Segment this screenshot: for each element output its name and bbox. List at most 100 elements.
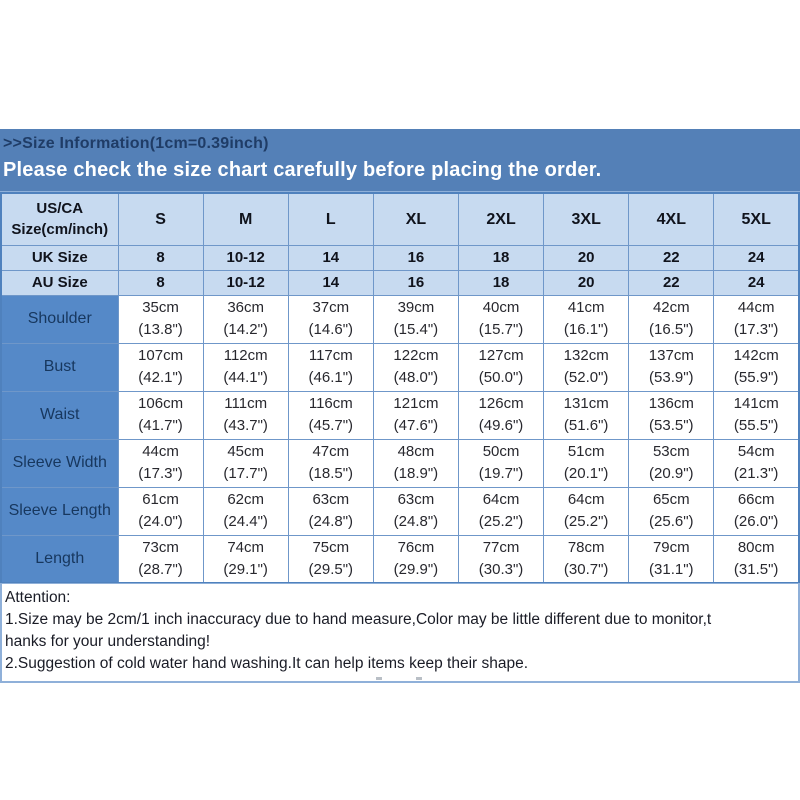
measurement-row: Bust 107cm (42.1") 112cm (44.1") 117cm (46.1")… [0,342,800,392]
measurement-value-cell: 47cm (18.5") [287,438,374,488]
value-inch: (18.5") [308,465,354,482]
value-inch: (43.7") [223,417,268,434]
value-inch: (21.3") [733,465,779,482]
scan-artifact [376,677,382,680]
measurement-label-cell: Bust [0,342,119,392]
measurement-value-cell: 116cm (45.7") [287,390,374,440]
value-cm: 77cm [482,538,520,556]
size-header-cell: XL [372,192,460,246]
value-inch: (20.1") [563,465,609,482]
value-cm: 127cm [478,347,524,364]
measurement-label-cell: Length [0,534,119,584]
measurement-value-cell: 75cm (29.5") [287,534,374,584]
region-size-value-cell: 20 [543,269,630,296]
size-header-cell: L [287,192,374,246]
value-inch: (18.9") [393,465,439,482]
attention-heading: Attention: [5,589,71,606]
value-inch: (24.8") [308,513,354,530]
attention-line: hanks for your understanding! [5,633,211,650]
value-cm: 48cm [397,443,435,460]
measurement-value-cell: 54cm (21.3") [713,438,800,488]
measurement-value-cell: 62cm (24.4") [202,486,289,536]
measurement-label-cell: Shoulder [0,294,119,344]
measurement-value-cell: 73cm (28.7") [117,534,204,584]
value-inch: (17.7") [223,465,268,482]
measurement-value-cell: 41cm (16.1") [543,294,630,344]
measurement-value-cell: 36cm (14.2") [202,294,289,344]
measurement-value-cell: 122cm (48.0") [372,342,460,392]
value-cm: 80cm [737,538,775,556]
value-cm: 50cm [482,443,520,460]
measurement-value-cell: 77cm (30.3") [457,534,545,584]
region-size-value-cell: 18 [457,244,545,271]
size-chart-table: US/CA Size(cm/inch) S M L XL 2XL 3XL 4XL 5XL UK S… [0,192,800,584]
size-header-cell: S [117,192,204,246]
measurement-value-cell: 42cm (16.5") [628,294,715,344]
measurement-row: Sleeve Length 61cm (24.0") 62cm (24.4") 63cm (… [0,486,800,536]
value-cm: 79cm [652,538,690,556]
value-cm: 44cm [737,299,775,316]
measurement-label-cell: Waist [0,390,119,440]
measurement-value-cell: 65cm (25.6") [628,486,715,536]
value-cm: 141cm [733,395,779,412]
value-cm: 111cm [224,395,268,412]
region-label-cell: UK Size [0,244,119,271]
value-inch: (53.9") [649,369,694,386]
value-inch: (16.5") [649,321,694,338]
value-inch: (25.2") [563,513,609,530]
measurement-value-cell: 48cm (18.9") [372,438,460,488]
attention-line: 2.Suggestion of cold water hand washing.… [5,655,529,672]
measurement-value-cell: 78cm (30.7") [543,534,630,584]
region-size-value-cell: 16 [372,244,460,271]
value-inch: (15.4") [393,321,439,338]
value-cm: 42cm [652,299,690,316]
measurement-value-cell: 132cm (52.0") [543,342,630,392]
region-size-value-cell: 20 [543,244,630,271]
measurement-value-cell: 79cm (31.1") [628,534,715,584]
value-inch: (55.5") [733,417,779,434]
region-size-value-cell: 24 [713,244,800,271]
value-inch: (14.2") [223,321,268,338]
value-inch: (44.1") [223,369,268,386]
value-cm: 44cm [142,443,179,460]
measurement-label-cell: Sleeve Width [0,438,119,488]
value-cm: 39cm [397,299,435,316]
value-cm: 121cm [393,395,439,412]
value-inch: (30.3") [478,560,524,578]
value-inch: (25.2") [478,513,524,530]
measurement-value-cell: 64cm (25.2") [543,486,630,536]
measurement-value-cell: 127cm (50.0") [457,342,545,392]
value-inch: (19.7") [478,465,524,482]
measurement-value-cell: 63cm (24.8") [372,486,460,536]
attention-line: 1.Size may be 2cm/1 inch inaccuracy due … [5,611,712,628]
value-cm: 76cm [397,538,435,556]
region-size-value-cell: 10-12 [202,269,289,296]
size-info-content: >>Size Information(1cm=0.39inch) Please … [0,129,800,683]
value-cm: 54cm [737,443,775,460]
value-cm: 40cm [482,299,520,316]
value-cm: 116cm [308,395,353,412]
value-cm: 137cm [648,347,694,364]
value-cm: 74cm [227,538,265,556]
measurement-value-cell: 63cm (24.8") [287,486,374,536]
corner-header-cell: US/CA Size(cm/inch) [0,192,119,246]
value-cm: 37cm [312,299,350,316]
value-inch: (45.7") [308,417,354,434]
region-size-value-cell: 18 [457,269,545,296]
value-inch: (55.9") [733,369,779,386]
measurement-value-cell: 61cm (24.0") [117,486,204,536]
measurement-row: Sleeve Width 44cm (17.3") 45cm (17.7") 47cm (1… [0,438,800,488]
value-cm: 131cm [563,395,609,412]
value-inch: (46.1") [308,369,354,386]
value-cm: 41cm [567,299,605,316]
measurement-row: Waist 106cm (41.7") 111cm (43.7") 116cm (45.7"… [0,390,800,440]
value-cm: 122cm [393,347,439,364]
size-header-row: US/CA Size(cm/inch) S M L XL 2XL 3XL 4XL 5XL [0,192,800,246]
value-inch: (24.8") [393,513,439,530]
scan-artifact [416,677,422,680]
value-inch: (47.6") [393,417,439,434]
size-header-cell: 2XL [457,192,545,246]
value-cm: 36cm [227,299,265,316]
value-inch: (24.4") [223,513,268,530]
value-cm: 51cm [567,443,605,460]
